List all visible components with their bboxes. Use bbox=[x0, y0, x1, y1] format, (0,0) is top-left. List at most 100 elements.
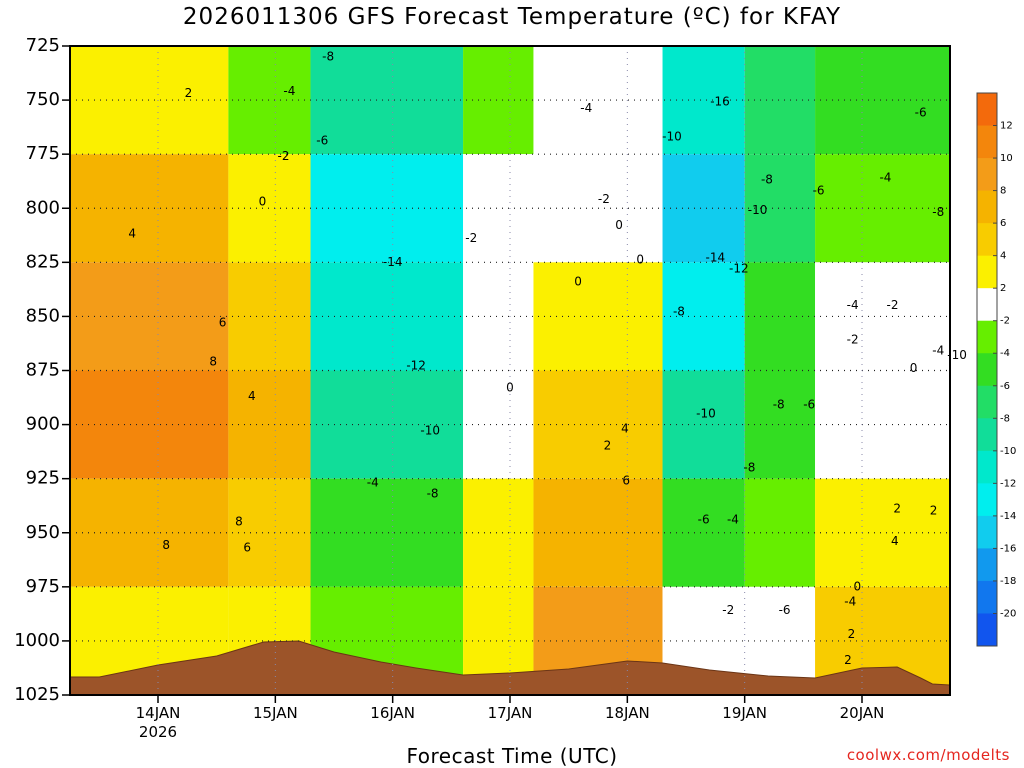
colorbar-tick-label: -20 bbox=[1000, 608, 1016, 619]
colorbar-segment bbox=[977, 353, 997, 387]
y-tick-label: 800 bbox=[26, 197, 60, 218]
contour-label: 0 bbox=[910, 361, 918, 375]
y-tick-label: 750 bbox=[26, 89, 60, 110]
temp-cell bbox=[228, 478, 311, 587]
colorbar-tick-label: 8 bbox=[1000, 186, 1006, 197]
contour-label: 6 bbox=[622, 473, 630, 487]
contour-label: 6 bbox=[243, 540, 251, 554]
contour-label: 0 bbox=[259, 194, 267, 208]
x-year-label: 2026 bbox=[139, 723, 177, 741]
contour-label: -10 bbox=[662, 129, 682, 143]
colorbar-segment bbox=[977, 483, 997, 517]
contour-label: 0 bbox=[615, 218, 623, 232]
contour-label: -12 bbox=[406, 359, 426, 373]
y-tick-label: 950 bbox=[26, 522, 60, 543]
colorbar-frame bbox=[976, 92, 998, 647]
temp-cell bbox=[228, 370, 311, 479]
temp-cell bbox=[228, 154, 311, 263]
y-tick-label: 975 bbox=[26, 576, 60, 597]
colorbar-segment bbox=[977, 515, 997, 549]
contour-label: 2 bbox=[844, 653, 852, 667]
colorbar-tick-label: -2 bbox=[1000, 316, 1010, 327]
temp-cell bbox=[744, 370, 816, 479]
temp-cell bbox=[744, 46, 816, 155]
temp-cell bbox=[310, 154, 464, 263]
colorbar-tick-label: -12 bbox=[1000, 478, 1016, 489]
colorbar-segment bbox=[977, 580, 997, 614]
contour-label: -2 bbox=[278, 149, 290, 163]
x-tick-label: 18JAN bbox=[605, 704, 650, 722]
temp-cell bbox=[815, 46, 950, 155]
contour-label: -14 bbox=[383, 255, 403, 269]
contour-label: -4 bbox=[367, 475, 379, 489]
colorbar-segment bbox=[977, 158, 997, 192]
colorbar-tick-label: -10 bbox=[1000, 446, 1016, 457]
temp-cell bbox=[744, 262, 816, 371]
temp-cell bbox=[310, 370, 464, 479]
y-axis: 725 750 775 800 825 850 875 900 925 950 975 1000 102… bbox=[14, 35, 70, 705]
y-tick-label: 925 bbox=[26, 468, 60, 489]
y-tick-label: 900 bbox=[26, 414, 60, 435]
colorbar-tick-label: -6 bbox=[1000, 381, 1010, 392]
chart-title: 2026011306 GFS Forecast Temperature (ºC)… bbox=[182, 4, 842, 30]
colorbar-tick-label: -16 bbox=[1000, 543, 1016, 554]
colorbar-tick-label: 6 bbox=[1000, 218, 1006, 229]
contour-label: -8 bbox=[427, 486, 439, 500]
contour-label: -2 bbox=[847, 333, 859, 347]
colorbar-segment bbox=[977, 385, 997, 419]
y-tick-label: 1000 bbox=[14, 630, 60, 651]
x-tick-label: 14JAN bbox=[136, 704, 181, 722]
colorbar-tick-label: 4 bbox=[1000, 251, 1006, 262]
contour-label: 4 bbox=[248, 389, 256, 403]
contour-label: 2 bbox=[930, 504, 938, 518]
contour-label: 8 bbox=[235, 514, 243, 528]
contour-label: -4 bbox=[844, 594, 856, 608]
contour-label: -6 bbox=[915, 106, 927, 120]
temp-cell bbox=[463, 262, 534, 371]
colorbar-tick-label: -18 bbox=[1000, 576, 1016, 587]
temp-cell bbox=[228, 262, 311, 371]
contour-label: 4 bbox=[621, 421, 629, 435]
temp-cell bbox=[463, 46, 534, 155]
y-tick-label: 825 bbox=[26, 251, 60, 272]
temp-cell bbox=[744, 478, 816, 587]
contour-label: 4 bbox=[128, 227, 136, 241]
colorbar-segment bbox=[977, 125, 997, 159]
contour-label: -8 bbox=[322, 49, 334, 63]
contour-label: -8 bbox=[673, 305, 685, 319]
contour-label: 4 bbox=[891, 534, 899, 548]
temp-cell bbox=[463, 154, 534, 263]
contour-label: -6 bbox=[316, 134, 328, 148]
contour-label: -2 bbox=[722, 603, 734, 617]
colorbar-segment bbox=[977, 548, 997, 582]
colorbar-segment bbox=[977, 93, 997, 127]
contour-label: -4 bbox=[283, 84, 295, 98]
colorbar-segment bbox=[977, 613, 997, 647]
contour-label: 0 bbox=[853, 579, 861, 593]
contour-label: -4 bbox=[879, 170, 891, 184]
colorbar-tick-label: 10 bbox=[1000, 153, 1013, 164]
contour-label: 2 bbox=[185, 86, 193, 100]
colorbar-tick-label: 12 bbox=[1000, 121, 1013, 132]
contour-label: -10 bbox=[748, 203, 768, 217]
contour-label: -2 bbox=[465, 231, 477, 245]
contour-label: 2 bbox=[604, 439, 612, 453]
contour-label: -4 bbox=[727, 512, 739, 526]
contour-labels: 2 -4-8-6-204684868-14-12-10-4-8-20-4-2000… bbox=[128, 49, 966, 667]
contour-label: -4 bbox=[580, 101, 592, 115]
colorbar-segment bbox=[977, 223, 997, 257]
contour-label: -4 bbox=[847, 298, 859, 312]
temp-cell bbox=[228, 46, 311, 155]
x-tick-label: 17JAN bbox=[488, 704, 533, 722]
colorbar-tick-label: -8 bbox=[1000, 413, 1010, 424]
x-tick-label: 19JAN bbox=[722, 704, 767, 722]
contour-label: 6 bbox=[219, 315, 227, 329]
contour-label: -6 bbox=[813, 183, 825, 197]
temp-cell bbox=[815, 262, 950, 371]
contour-label: -6 bbox=[698, 512, 710, 526]
y-tick-label: 850 bbox=[26, 305, 60, 326]
contour-label: -10 bbox=[696, 406, 716, 420]
temp-cell bbox=[815, 478, 950, 587]
